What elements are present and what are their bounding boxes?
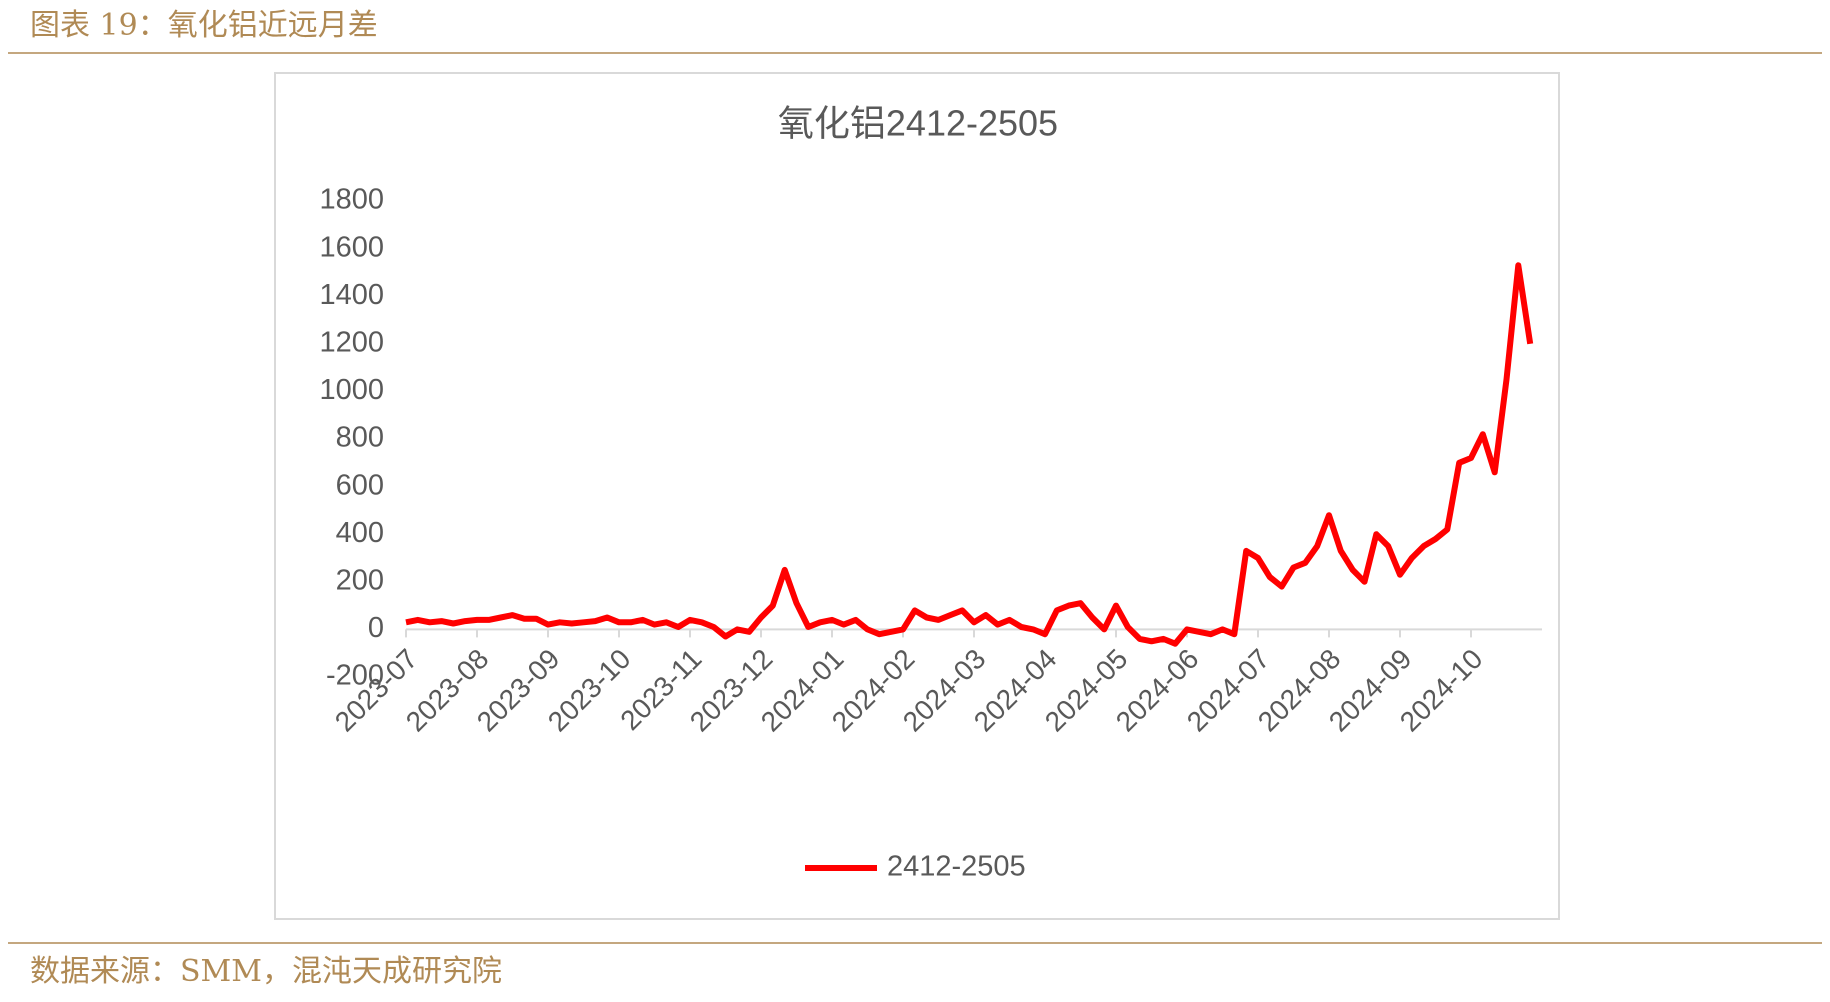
data-line [405,262,1534,647]
y-tick-label: 400 [336,517,384,549]
legend-label: 2412-2505 [887,851,1026,883]
y-tick-label: 600 [336,469,384,501]
chart-frame [274,72,1560,920]
y-tick-label: -200 [326,660,384,692]
y-tick-label: 0 [368,612,384,644]
source-note: 数据来源：SMM，混沌天成研究院 [30,954,502,989]
y-tick-label: 1200 [319,326,384,358]
chart-title: 氧化铝2412-2505 [778,103,1058,144]
y-tick-label: 1800 [319,184,384,216]
y-tick-label: 200 [336,564,384,596]
y-tick-label: 1400 [319,279,384,311]
y-tick-label: 1600 [319,231,384,263]
y-tick-label: 800 [336,422,384,454]
y-tick-label: 1000 [319,374,384,406]
page-title: 图表 19：氧化铝近远月差 [30,8,378,43]
